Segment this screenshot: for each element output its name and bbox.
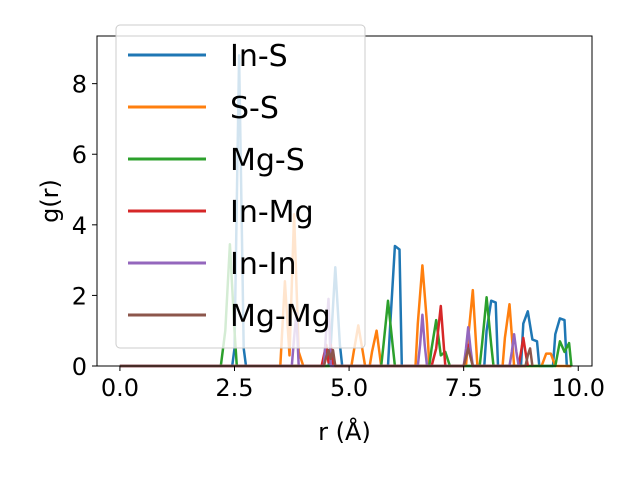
y-axis-label: g(r) <box>36 179 64 223</box>
legend-label: In-S <box>230 39 288 74</box>
x-tick-label: 2.5 <box>215 374 253 402</box>
y-tick-label: 6 <box>72 141 87 169</box>
y-tick-label: 2 <box>72 282 87 310</box>
y-axis: 0 2 4 6 8 <box>72 71 97 381</box>
legend: In-S S-S Mg-S In-Mg In-In Mg-Mg <box>115 24 366 349</box>
legend-label: S-S <box>230 91 279 126</box>
x-tick-label: 7.5 <box>445 374 483 402</box>
legend-label: In-Mg <box>230 195 314 230</box>
y-tick-label: 8 <box>72 71 87 99</box>
legend-label: Mg-S <box>230 143 305 178</box>
series-line-mg-mg <box>119 347 534 368</box>
series-line-in-in <box>119 297 520 368</box>
legend-label: In-In <box>230 247 297 282</box>
y-tick-label: 0 <box>72 353 87 381</box>
x-axis-label: r (Å) <box>318 417 371 446</box>
x-tick-label: 10.0 <box>552 374 605 402</box>
x-tick-label: 0.0 <box>101 374 139 402</box>
x-tick-label: 5.0 <box>330 374 368 402</box>
x-axis: 0.0 2.5 5.0 7.5 10.0 <box>101 366 605 402</box>
series-line-s-s <box>119 212 572 368</box>
legend-label: Mg-Mg <box>230 299 331 334</box>
y-tick-label: 4 <box>72 212 87 240</box>
